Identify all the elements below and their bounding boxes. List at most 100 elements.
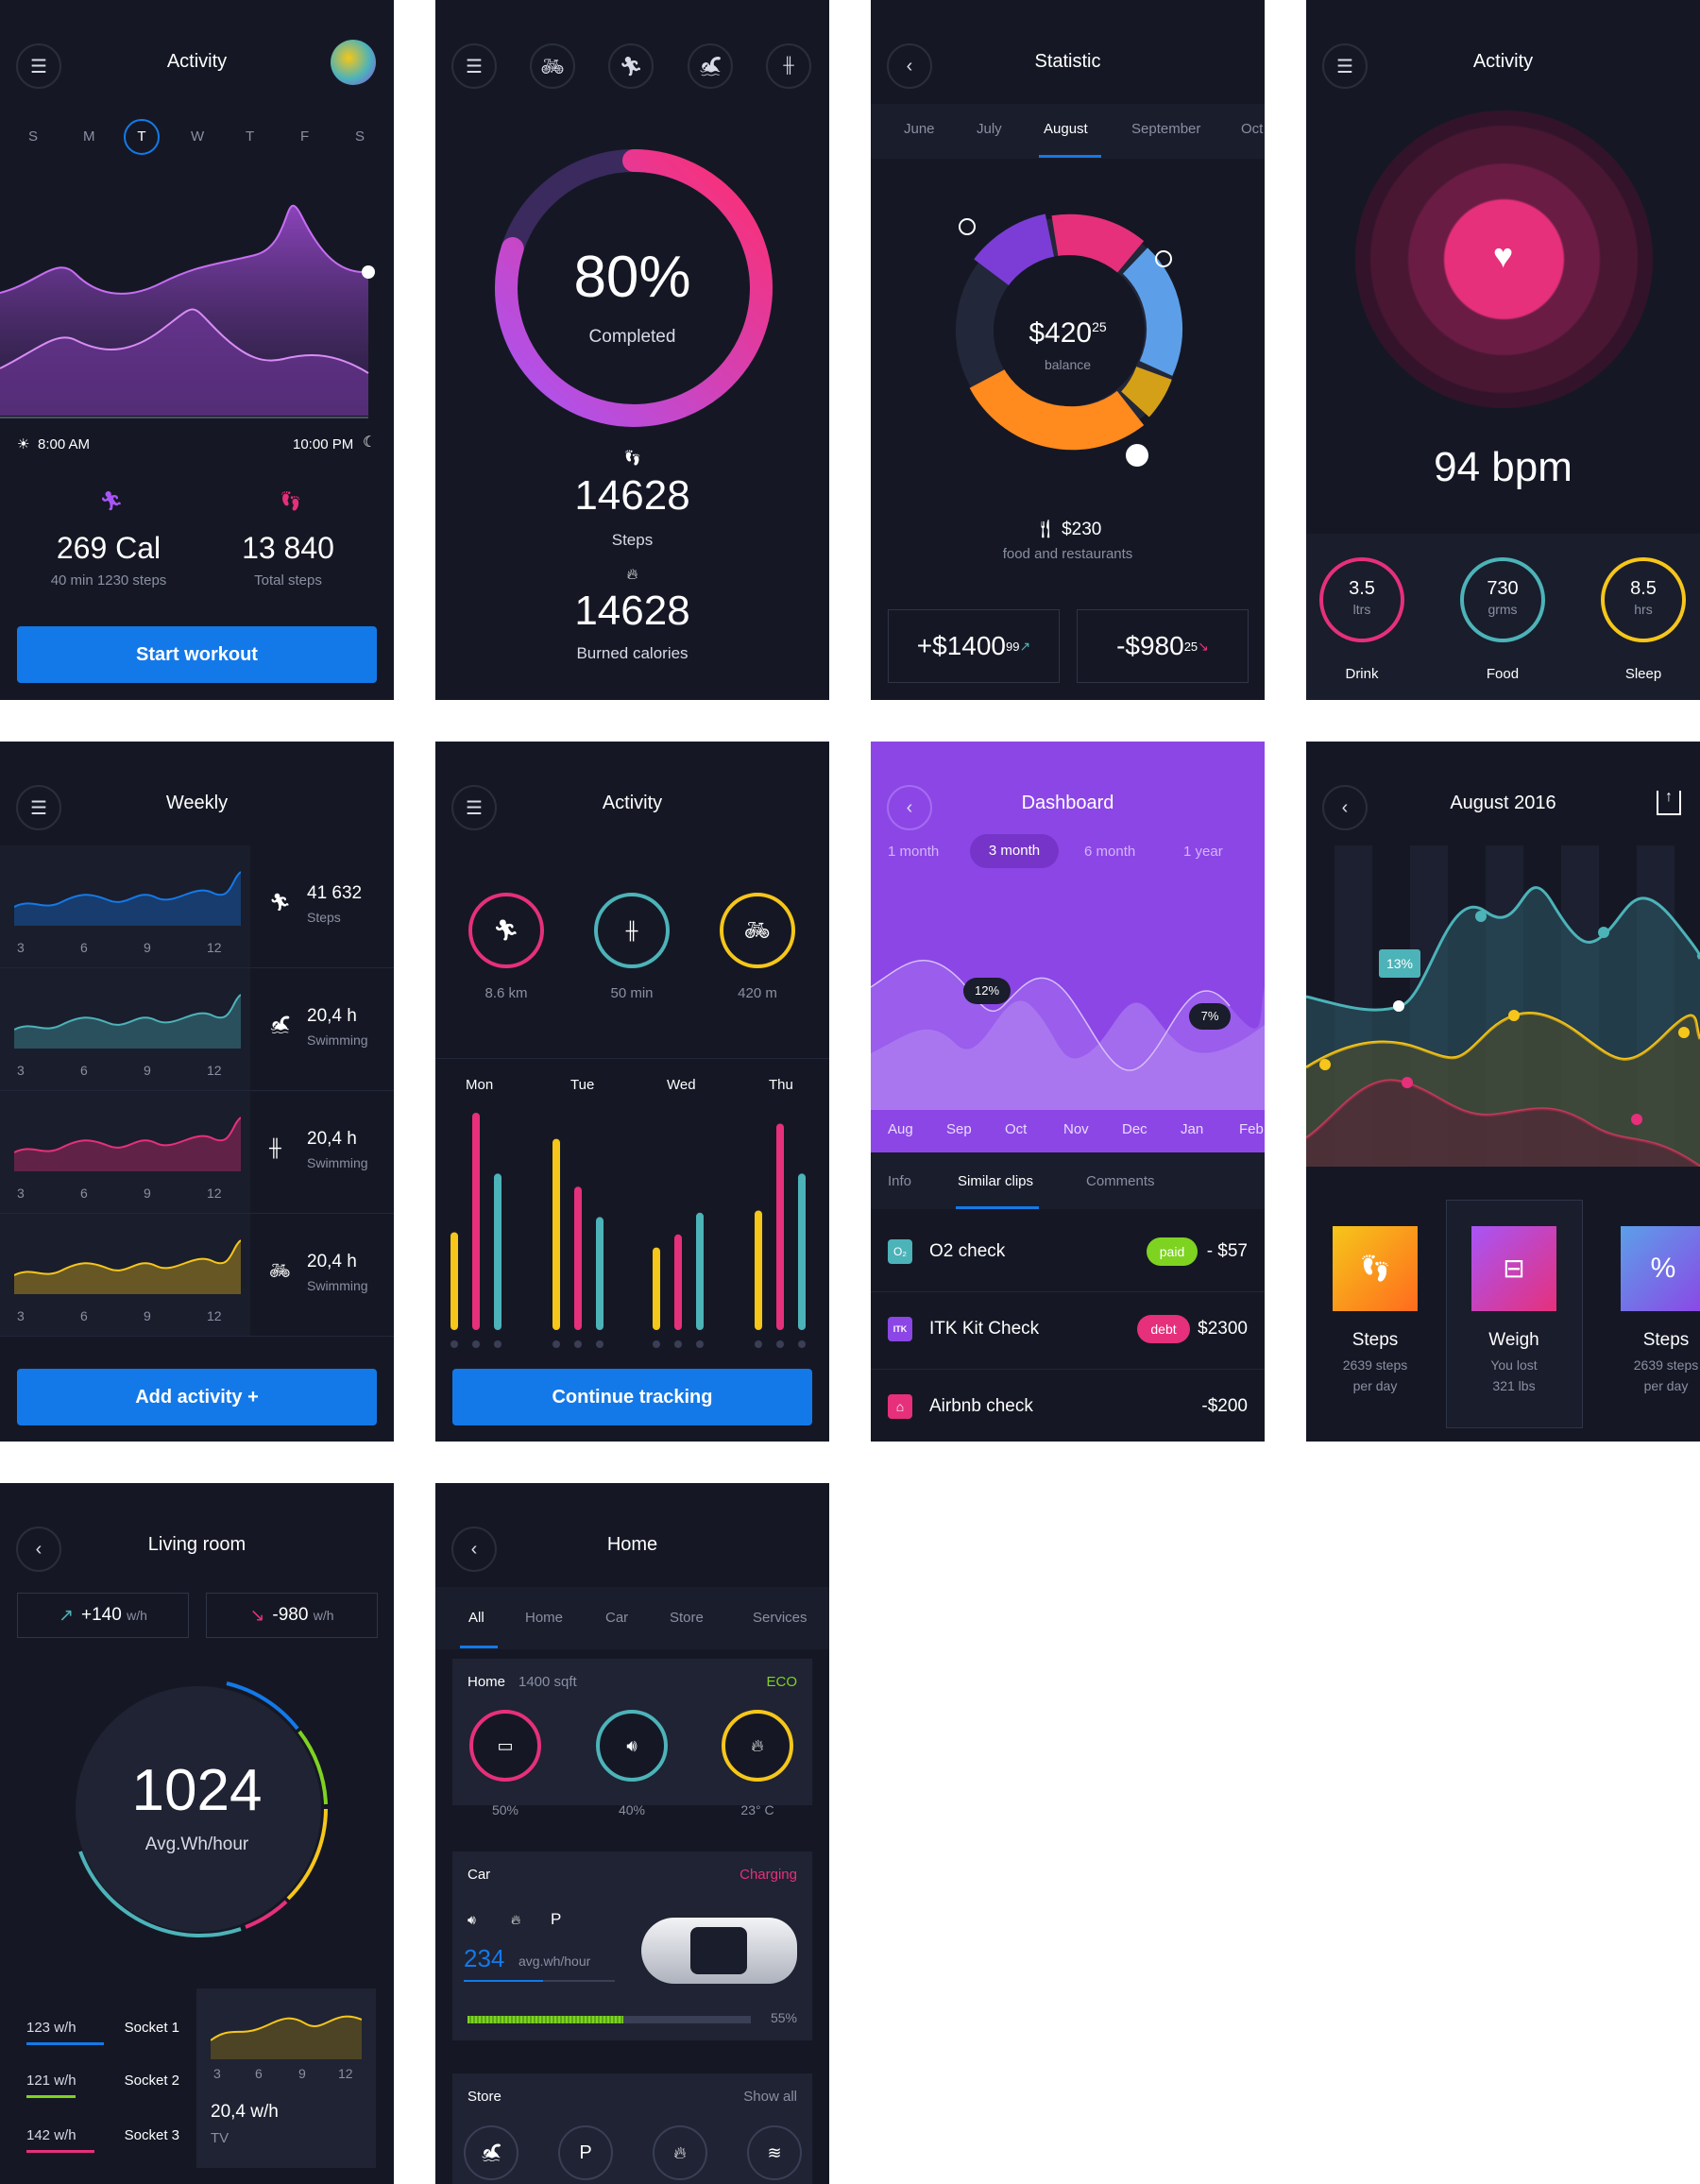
trend-down-icon: ↘ (249, 1605, 265, 1626)
tab-similar-clips[interactable]: Similar clips (958, 1173, 1034, 1189)
tile-steps[interactable]: 👣︎ (1333, 1226, 1418, 1311)
back-button[interactable]: ‹ (451, 1527, 497, 1572)
parking-store-icon[interactable]: P (558, 2125, 613, 2180)
weekly-row[interactable]: 3 6 9 12 ╫ 20,4 h Swimming (0, 1091, 394, 1214)
start-workout-button[interactable]: Start workout (17, 626, 377, 683)
avatar[interactable] (331, 40, 376, 85)
activity-bar (696, 1212, 704, 1330)
back-button[interactable]: ‹ (887, 43, 932, 89)
tab-car[interactable]: Car (605, 1610, 629, 1626)
socket-2-name[interactable]: Socket 2 (124, 2073, 179, 2089)
day-wed[interactable]: W (191, 128, 205, 145)
bike-tab-icon[interactable]: 🚲︎ (530, 43, 575, 89)
plus-box[interactable]: ↗ +140 w/h (17, 1593, 189, 1638)
weekly-value: 20,4 h (307, 1006, 357, 1026)
back-button[interactable]: ‹ (887, 785, 932, 830)
activity-bar (776, 1123, 784, 1330)
ring-gym[interactable]: ╫ (594, 893, 670, 968)
tile-weigh-sub2: 321 lbs (1492, 1378, 1536, 1393)
activity-bar (798, 1173, 806, 1330)
tab-august[interactable]: August (1044, 121, 1088, 137)
range-6-month[interactable]: 6 month (1084, 844, 1136, 860)
day-thu[interactable]: T (246, 128, 255, 145)
activity-icon: 🚲︎ (269, 1261, 291, 1280)
income-box[interactable]: +$1400 99 ↗ (888, 609, 1060, 683)
clip-row-itk[interactable]: ITK ITK Kit Check debt $2300 (871, 1291, 1265, 1367)
stat-drink[interactable] (1319, 557, 1404, 642)
share-icon[interactable]: ↑ (1657, 790, 1681, 815)
menu-button[interactable]: ☰ (16, 785, 61, 830)
menu-button[interactable]: ☰ (1322, 43, 1368, 89)
ring-bike[interactable]: 🚲︎ (720, 893, 795, 968)
month-sep: Sep (946, 1121, 972, 1137)
bar-marker (450, 1340, 458, 1348)
wifi-icon[interactable]: ≋ (747, 2125, 802, 2180)
usage-value: 1024 (131, 1758, 263, 1823)
activity-area-chart (0, 204, 375, 418)
swim-icon[interactable]: 🏊︎ (464, 2125, 518, 2180)
continue-tracking-button[interactable]: Continue tracking (452, 1369, 812, 1425)
tile-weigh-title: Weigh (1488, 1330, 1539, 1350)
day-sat[interactable]: S (355, 128, 366, 145)
ring-run[interactable]: 🏃︎ (468, 893, 544, 968)
flame-store-icon[interactable]: 🔥︎ (653, 2125, 707, 2180)
tab-info[interactable]: Info (888, 1173, 912, 1189)
tab-september[interactable]: September (1131, 121, 1201, 137)
menu-button[interactable]: ☰ (16, 43, 61, 89)
range-1-month[interactable]: 1 month (888, 844, 940, 860)
weekly-row[interactable]: 3 6 9 12 🏊︎ 20,4 h Swimming (0, 968, 394, 1091)
minus-box[interactable]: ↘ -980 w/h (206, 1593, 378, 1638)
menu-button[interactable]: ☰ (451, 785, 497, 830)
percent-icon[interactable]: % (1621, 1226, 1700, 1311)
tab-all[interactable]: All (468, 1610, 484, 1626)
tab-june[interactable]: June (904, 121, 935, 137)
tab-home[interactable]: Home (525, 1610, 564, 1626)
gauge-heat[interactable]: 🔥︎ (722, 1710, 793, 1782)
stat-sleep[interactable] (1601, 557, 1686, 642)
weekly-sparkline (14, 994, 241, 1049)
sound-icon[interactable]: 🔊︎ (468, 1912, 476, 1927)
tab-july[interactable]: July (977, 121, 1002, 137)
calories-label: Burned calories (576, 644, 688, 662)
day-tue-selected[interactable]: T (124, 119, 160, 155)
gauge-sound[interactable]: 🔊︎ (596, 1710, 668, 1782)
menu-button[interactable]: ☰ (451, 43, 497, 89)
car-image (641, 1918, 797, 1984)
day-sun[interactable]: S (28, 128, 39, 145)
range-1-year[interactable]: 1 year (1183, 844, 1223, 860)
tab-comments[interactable]: Comments (1086, 1173, 1155, 1189)
day-fri[interactable]: F (300, 128, 310, 145)
day-mon[interactable]: M (83, 128, 95, 145)
clip-row-o2[interactable]: O₂ O2 check paid - $57 (871, 1214, 1265, 1289)
tab-oct[interactable]: Oct (1241, 121, 1264, 137)
bar-marker (574, 1340, 582, 1348)
expense-box[interactable]: -$980 25 ↘ (1077, 609, 1249, 683)
parking-icon[interactable]: P (551, 1910, 562, 1928)
bpm-value: 94 bpm (1434, 444, 1572, 490)
show-all-link[interactable]: Show all (743, 2089, 797, 2105)
stat-food[interactable] (1460, 557, 1545, 642)
gauge-tv[interactable]: ▭ (469, 1710, 541, 1782)
back-button[interactable]: ‹ (16, 1527, 61, 1572)
clip-amount: $2300 (1198, 1319, 1248, 1339)
clip-row-airbnb[interactable]: ⌂ Airbnb check -$200 (871, 1369, 1265, 1442)
tab-store[interactable]: Store (670, 1610, 704, 1626)
weekly-row[interactable]: 3 6 9 12 🚲︎ 20,4 h Swimming (0, 1214, 394, 1337)
itk-icon: ITK (888, 1317, 912, 1341)
tick: 12 (207, 1308, 222, 1323)
tv-card[interactable]: 3 6 9 12 20,4 w/h TV (196, 1988, 376, 2168)
swim-tab-icon[interactable]: 🏊︎ (688, 43, 733, 89)
weekly-sparkline (14, 871, 241, 926)
add-activity-button[interactable]: Add activity + (17, 1369, 377, 1425)
run-tab-icon[interactable]: 🏃︎ (608, 43, 654, 89)
tab-services[interactable]: Services (753, 1610, 808, 1626)
socket-3-name[interactable]: Socket 3 (124, 2127, 179, 2143)
socket-1-name[interactable]: Socket 1 (124, 2020, 179, 2036)
range-3-month[interactable]: 3 month (970, 834, 1059, 868)
dumbbell-tab-icon[interactable]: ╫ (766, 43, 811, 89)
flame-icon[interactable]: 🔥︎ (511, 1912, 521, 1927)
tab-indicator (1039, 155, 1101, 158)
back-button[interactable]: ‹ (1322, 785, 1368, 830)
weekly-row[interactable]: 3 6 9 12 🏃︎ 41 632 Steps (0, 845, 394, 968)
tick: 6 (80, 1063, 88, 1078)
